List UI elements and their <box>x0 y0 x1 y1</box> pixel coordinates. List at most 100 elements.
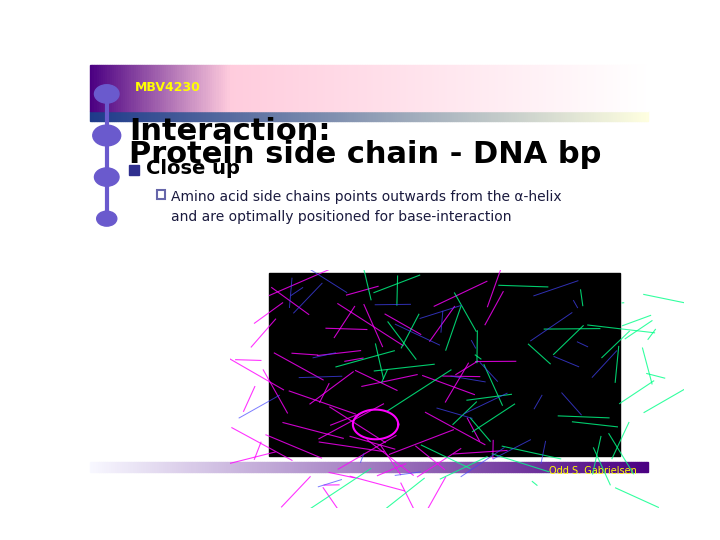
Bar <box>456 111 459 121</box>
Bar <box>362 462 364 472</box>
Bar <box>186 65 188 111</box>
Bar <box>598 462 600 472</box>
Circle shape <box>94 168 119 186</box>
Bar <box>345 462 347 472</box>
Bar <box>184 111 186 121</box>
Bar <box>476 65 478 111</box>
Bar <box>127 111 129 121</box>
Bar <box>125 462 127 472</box>
Bar <box>347 111 349 121</box>
Bar <box>572 111 574 121</box>
Bar <box>400 111 402 121</box>
Bar <box>397 462 400 472</box>
Bar <box>338 462 341 472</box>
Bar <box>426 65 428 111</box>
Bar <box>288 111 291 121</box>
Bar <box>570 65 572 111</box>
Bar <box>345 65 347 111</box>
Bar <box>489 65 491 111</box>
Bar <box>138 462 140 472</box>
Bar <box>637 65 639 111</box>
Bar <box>286 111 288 121</box>
Bar <box>173 65 175 111</box>
Bar <box>609 462 611 472</box>
Bar <box>171 111 173 121</box>
Bar <box>207 111 210 121</box>
Bar <box>606 462 609 472</box>
Bar <box>129 165 139 175</box>
Bar <box>517 462 519 472</box>
Bar <box>606 65 609 111</box>
Bar <box>291 462 293 472</box>
Bar <box>430 462 432 472</box>
Bar <box>140 111 143 121</box>
Bar <box>179 462 181 472</box>
Bar <box>366 462 369 472</box>
Bar <box>179 65 181 111</box>
Bar <box>300 65 302 111</box>
Bar <box>260 462 262 472</box>
Bar <box>585 111 587 121</box>
Bar <box>262 462 264 472</box>
Bar <box>230 111 232 121</box>
Bar <box>478 65 480 111</box>
Bar <box>374 462 376 472</box>
Bar <box>613 111 616 121</box>
Bar <box>567 462 570 472</box>
Bar <box>495 462 498 472</box>
Bar <box>421 462 423 472</box>
Bar <box>629 462 631 472</box>
Bar <box>134 462 136 472</box>
Bar <box>369 65 372 111</box>
Bar <box>528 462 531 472</box>
Bar <box>223 462 225 472</box>
Bar <box>96 65 99 111</box>
Bar <box>288 65 291 111</box>
Bar <box>247 111 249 121</box>
Bar <box>297 65 300 111</box>
Bar <box>521 65 523 111</box>
Bar <box>613 65 616 111</box>
Bar <box>376 462 378 472</box>
Bar <box>489 111 491 121</box>
Bar <box>312 65 315 111</box>
Bar <box>94 462 96 472</box>
Bar <box>528 111 531 121</box>
Bar <box>99 462 101 472</box>
Bar <box>574 462 576 472</box>
Bar <box>480 462 482 472</box>
Bar <box>552 111 554 121</box>
Bar <box>264 65 266 111</box>
Bar <box>372 111 374 121</box>
Bar <box>447 111 450 121</box>
Bar <box>225 462 228 472</box>
Bar <box>447 65 450 111</box>
Bar <box>504 65 506 111</box>
Bar <box>354 462 356 472</box>
Bar <box>317 111 319 121</box>
Bar <box>308 462 310 472</box>
Bar <box>535 65 537 111</box>
Bar <box>387 111 389 121</box>
Bar <box>162 65 164 111</box>
Bar <box>639 111 642 121</box>
Bar <box>356 65 358 111</box>
Bar <box>445 111 447 121</box>
Bar <box>136 65 138 111</box>
Bar <box>145 462 147 472</box>
Bar <box>646 462 648 472</box>
Bar <box>362 111 364 121</box>
Bar <box>587 462 589 472</box>
Bar <box>343 111 345 121</box>
Bar <box>251 462 253 472</box>
Bar <box>544 65 546 111</box>
Bar <box>600 65 602 111</box>
Bar <box>147 462 149 472</box>
Bar <box>642 111 644 121</box>
Bar <box>160 65 162 111</box>
Bar <box>249 65 251 111</box>
Bar <box>238 65 240 111</box>
Bar <box>620 111 622 121</box>
Bar <box>149 65 151 111</box>
Bar <box>430 111 432 121</box>
